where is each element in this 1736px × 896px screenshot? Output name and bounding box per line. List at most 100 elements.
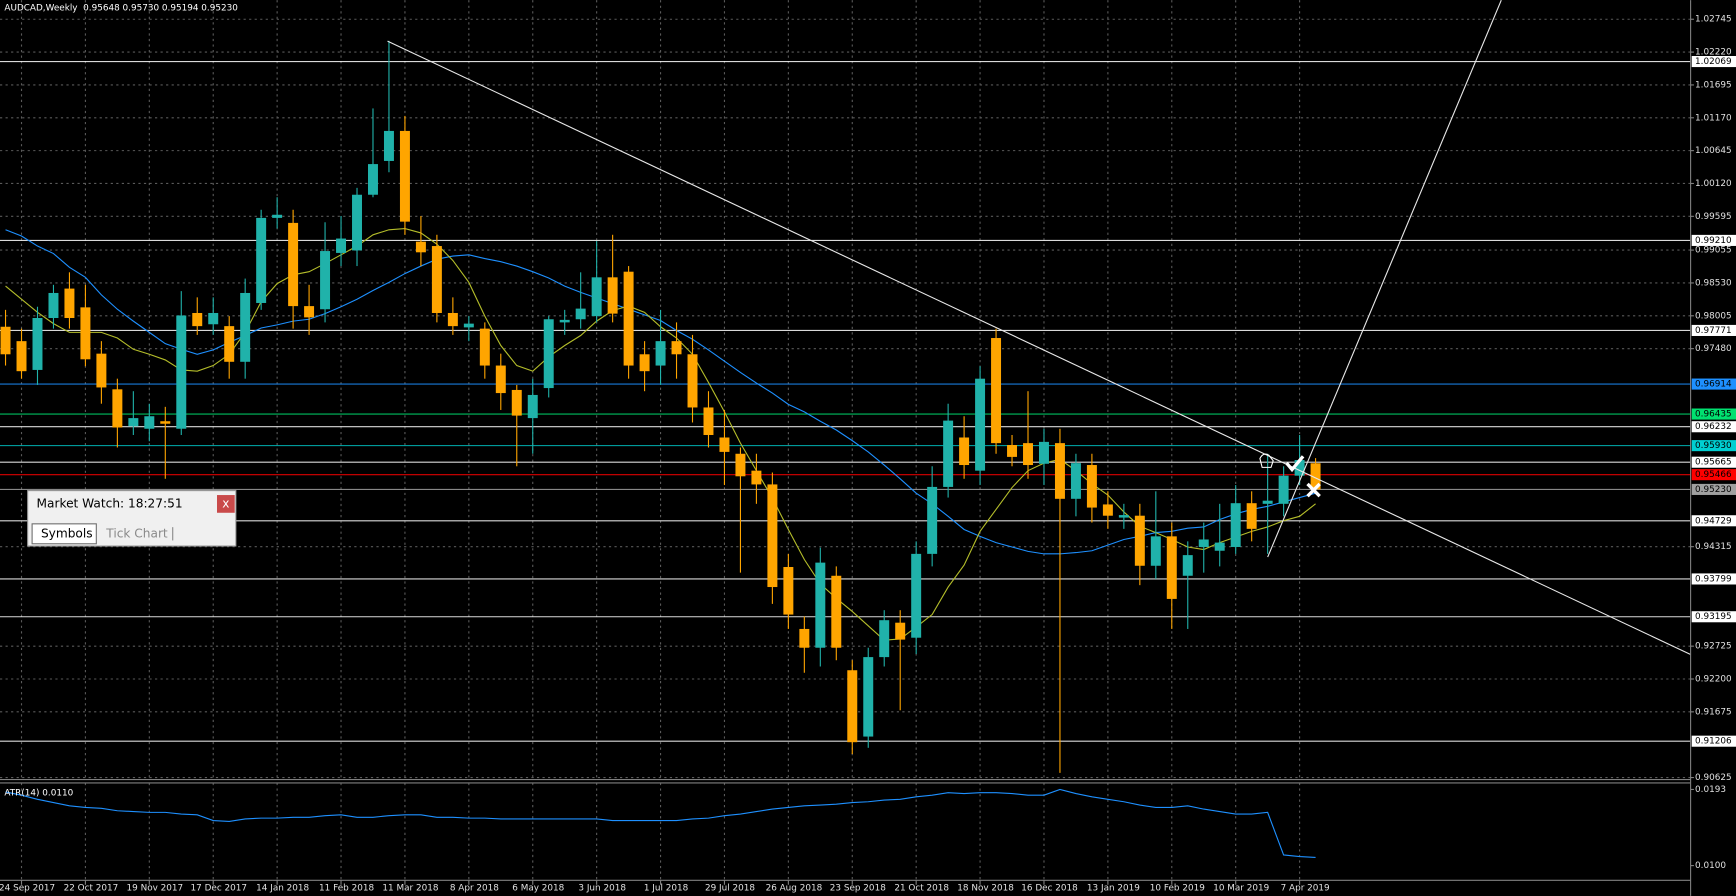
x-tick-label: 29 Jul 2018 (705, 884, 755, 894)
close-glyph[interactable]: x (222, 496, 229, 510)
x-tick-label: 7 Apr 2019 (1281, 884, 1330, 894)
level-label-box (1691, 324, 1736, 336)
x-tick-label: 19 Nov 2017 (127, 884, 184, 894)
candle-body (879, 620, 890, 658)
y-tick-label: 0.0100 (1695, 861, 1726, 871)
candle-body (240, 292, 251, 362)
tab-label[interactable]: Tick Chart (105, 526, 168, 540)
level-label: 0.94729 (1695, 516, 1732, 526)
candle-body (927, 486, 938, 554)
candle-body (272, 214, 283, 218)
candle-body (256, 217, 267, 303)
tab-selected[interactable] (31, 523, 97, 545)
y-tick-label: 0.0193 (1695, 785, 1726, 795)
trend-line (1267, 0, 1502, 558)
candle-body (1102, 504, 1113, 516)
candle-body (1118, 515, 1129, 518)
candle-body (431, 246, 442, 313)
candle-body (1038, 441, 1049, 464)
candle-body (815, 562, 826, 648)
level-label: 0.97771 (1695, 326, 1732, 336)
candle-body (383, 130, 394, 161)
close-button[interactable] (217, 495, 235, 513)
candle-body (959, 437, 970, 466)
candle-body (591, 277, 602, 317)
level-label-box (1691, 611, 1736, 623)
candle-body (1182, 555, 1193, 576)
candle-body (559, 319, 570, 323)
level-label: 0.95466 (1695, 470, 1732, 480)
y-tick-label: 0.92200 (1695, 675, 1732, 685)
candle-body (288, 222, 299, 307)
level-label-box (1691, 515, 1736, 527)
tab-label[interactable]: Symbols (41, 526, 93, 540)
indicator-title: ATR(14) 0.0110 (4, 788, 73, 798)
level-label: 0.93195 (1695, 612, 1732, 622)
candle-body (991, 338, 1002, 444)
y-tick-label: 0.97480 (1695, 344, 1732, 354)
y-tick-label: 1.00120 (1695, 179, 1732, 189)
candle-body (224, 326, 235, 362)
y-tick-label: 0.94315 (1695, 542, 1732, 552)
candle-body (687, 354, 698, 408)
level-label: 0.96232 (1695, 422, 1732, 432)
window-title: Market Watch: 18:27:51 (37, 496, 183, 510)
candle-body (527, 394, 538, 419)
candle-body (1166, 536, 1177, 599)
x-tick-label: 1 Jul 2018 (644, 884, 689, 894)
candle-body (80, 307, 91, 360)
y-tick-label: 1.02220 (1695, 48, 1732, 58)
candle-body (64, 288, 75, 318)
candle-body (623, 271, 634, 366)
candle-body (1070, 463, 1081, 499)
level-label: 0.96914 (1695, 380, 1732, 390)
level-label-box (1691, 408, 1736, 420)
candle-body (208, 312, 219, 325)
level-label: 0.91206 (1695, 737, 1732, 747)
candle-body (0, 326, 11, 355)
candle-body (128, 418, 139, 427)
x-tick-label: 11 Mar 2018 (382, 884, 438, 894)
x-tick-label: 24 Sep 2017 (0, 884, 55, 894)
x-tick-label: 17 Dec 2017 (191, 884, 247, 894)
chart-title: AUDCAD,Weekly 0.95648 0.95730 0.95194 0.… (4, 3, 238, 13)
candle-body (1150, 536, 1161, 566)
candle-body (1054, 443, 1065, 499)
y-tick-label: 0.91675 (1695, 707, 1732, 717)
x-tick-label: 16 Dec 2018 (1021, 884, 1078, 894)
y-tick-label: 0.98530 (1695, 278, 1732, 288)
candle-body (607, 277, 618, 314)
candle-body (447, 312, 458, 327)
y-tick-label: 0.90625 (1695, 773, 1732, 783)
x-tick-label: 23 Sep 2018 (830, 884, 886, 894)
y-tick-label: 0.99055 (1695, 246, 1732, 256)
y-tick-label: 1.01695 (1695, 80, 1732, 90)
candle-body (735, 453, 746, 477)
candle-body (1134, 515, 1145, 566)
candle-body (847, 670, 858, 743)
hand-icon (1259, 453, 1274, 468)
level-label-box (1691, 378, 1736, 390)
candle-body (895, 622, 906, 640)
x-tick-label: 6 May 2018 (512, 884, 564, 894)
candle-body (1023, 443, 1033, 466)
candle-body (1246, 503, 1257, 529)
y-tick-label: 0.98005 (1695, 311, 1732, 321)
candle-body (1262, 500, 1273, 504)
y-tick-label: 1.02745 (1695, 15, 1732, 25)
candle-body (1007, 445, 1018, 457)
x-tick-label: 11 Feb 2018 (319, 884, 374, 894)
candle-body (463, 323, 474, 328)
candle-body (719, 437, 730, 452)
candle-body (751, 470, 762, 485)
candle-body (863, 657, 874, 737)
x-tick-label: 13 Jan 2019 (1087, 884, 1140, 894)
x-tick-label: 18 Nov 2018 (957, 884, 1014, 894)
level-label: 0.99210 (1695, 236, 1732, 246)
candle-body (96, 353, 107, 388)
candle-body (160, 421, 171, 424)
candle-body (943, 420, 954, 487)
candle-body (320, 251, 331, 310)
